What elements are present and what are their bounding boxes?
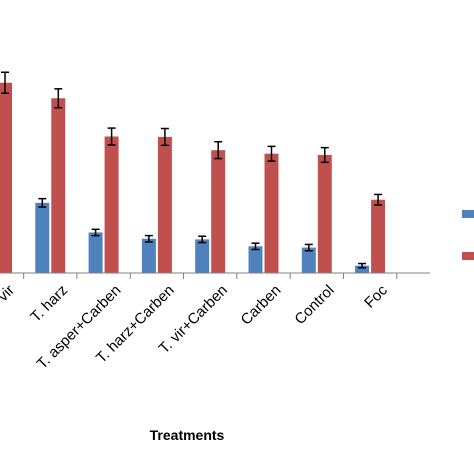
bar-series2-2 (104, 136, 119, 273)
error-bar-series1-2 (91, 228, 100, 237)
error-bar-series2-3 (160, 127, 169, 147)
bar-series1-2 (88, 232, 103, 273)
bar-series1-3 (141, 238, 156, 273)
bar-series1-7 (355, 265, 370, 273)
error-bar-series2-0 (1, 71, 9, 94)
error-bar-series1-5 (251, 242, 260, 251)
error-bar-series2-5 (267, 145, 276, 162)
x-axis-title: Treatments (150, 427, 225, 443)
bar-series1-5 (248, 246, 263, 273)
bar-series1-6 (301, 247, 316, 273)
bar-series2-1 (51, 98, 66, 273)
bar-series2-0 (0, 82, 12, 274)
bar-series2-4 (211, 150, 226, 273)
bar-series2-6 (317, 154, 332, 273)
error-bar-series1-3 (144, 234, 153, 243)
legend (462, 210, 474, 260)
bar-series1-1 (35, 202, 50, 273)
error-bar-series1-4 (198, 235, 207, 244)
bar-series2-3 (157, 136, 172, 273)
bar-series1-4 (195, 239, 210, 273)
error-bar-series1-1 (38, 197, 47, 208)
error-bar-series1-6 (304, 243, 313, 252)
bar-series2-7 (371, 199, 386, 273)
error-bar-series2-7 (374, 193, 383, 206)
error-bar-series2-4 (214, 141, 223, 160)
bar-series2-5 (264, 153, 279, 273)
error-bar-series2-1 (54, 88, 63, 109)
legend-swatch-series2 (462, 252, 474, 260)
legend-swatch-series1 (462, 210, 474, 218)
error-bar-series2-6 (320, 146, 329, 164)
error-bar-series1-7 (358, 262, 367, 269)
error-bar-series2-2 (107, 127, 116, 146)
